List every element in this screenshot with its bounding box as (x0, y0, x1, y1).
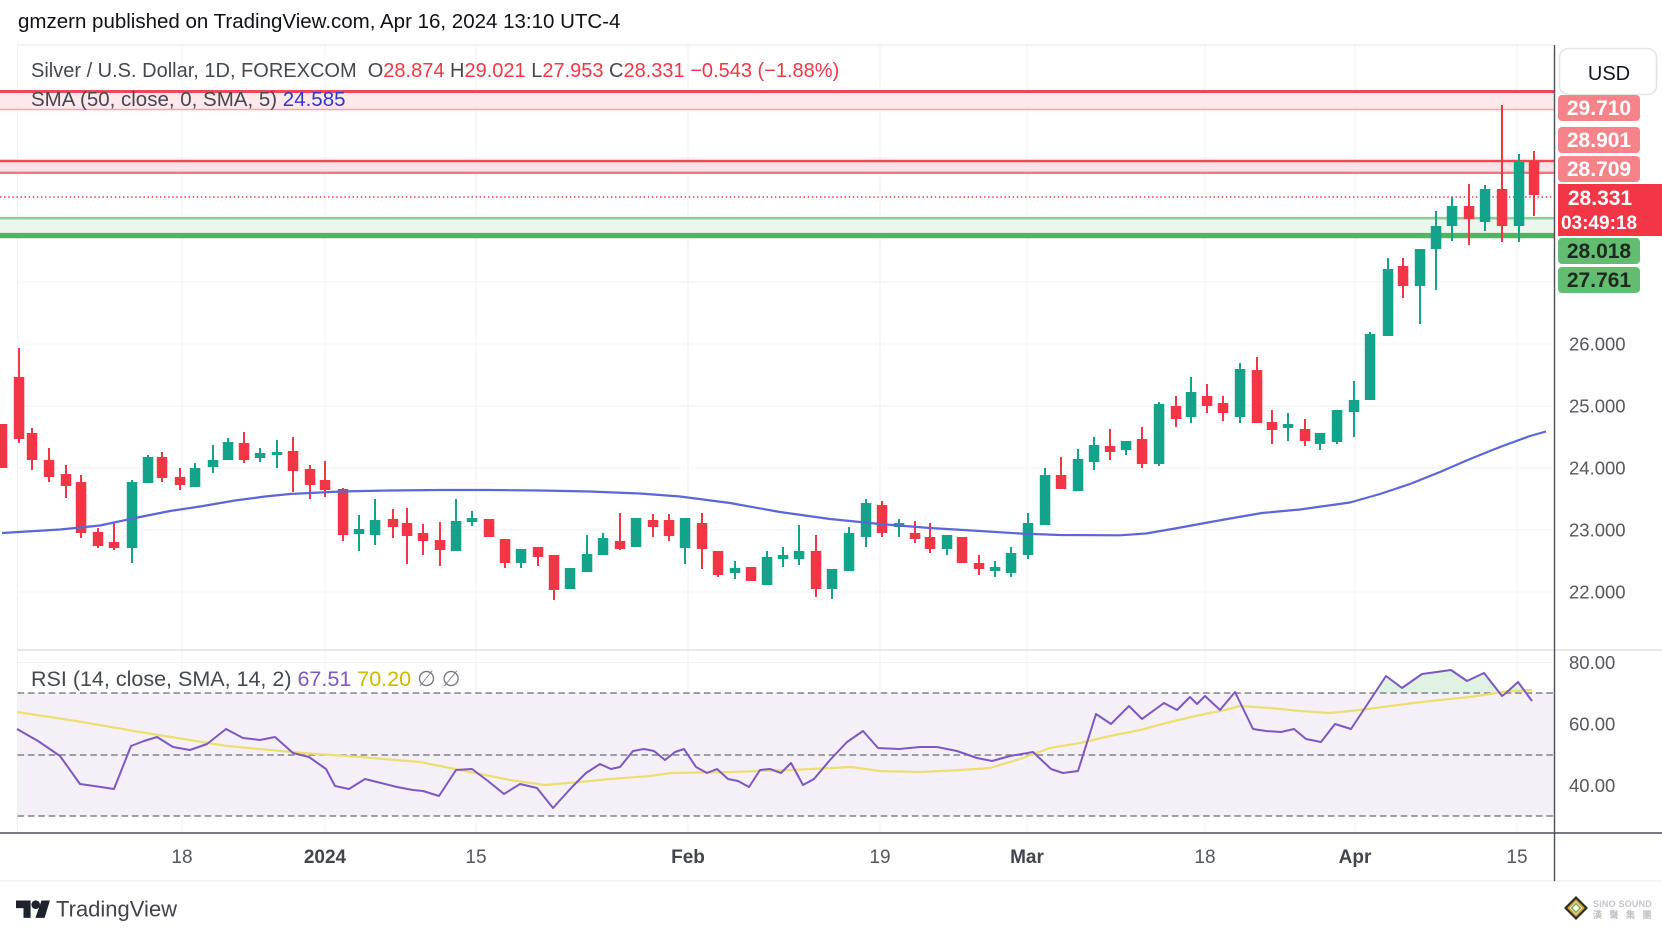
svg-text:Apr: Apr (1339, 847, 1372, 868)
svg-text:27.761: 27.761 (1567, 269, 1632, 292)
svg-text:18: 18 (171, 847, 192, 868)
svg-text:SiNO SOUND: SiNO SOUND (1593, 899, 1652, 909)
svg-text:TradingView: TradingView (56, 897, 177, 922)
svg-text:03:49:18: 03:49:18 (1561, 213, 1637, 234)
svg-text:15: 15 (465, 847, 486, 868)
svg-text:28.331: 28.331 (1568, 187, 1633, 210)
svg-text:SMA (50, close, 0, SMA, 5) 24.: SMA (50, close, 0, SMA, 5) 24.585 (31, 88, 346, 111)
svg-text:15: 15 (1506, 847, 1527, 868)
svg-text:40.00: 40.00 (1569, 775, 1615, 796)
svg-text:RSI (14, close, SMA, 14, 2) 67: RSI (14, close, SMA, 14, 2) 67.51 70.20 … (31, 667, 461, 691)
svg-text:24.000: 24.000 (1569, 458, 1626, 479)
svg-text:Silver / U.S. Dollar, 1D, FORE: Silver / U.S. Dollar, 1D, FOREXCOM O28.8… (31, 60, 839, 82)
svg-text:19: 19 (869, 847, 890, 868)
svg-text:28.901: 28.901 (1567, 129, 1632, 152)
svg-text:60.00: 60.00 (1569, 714, 1615, 735)
svg-text:Feb: Feb (671, 847, 705, 868)
svg-text:22.000: 22.000 (1569, 582, 1626, 603)
svg-text:25.000: 25.000 (1569, 396, 1626, 417)
svg-text:26.000: 26.000 (1569, 334, 1626, 355)
svg-text:USD: USD (1588, 63, 1630, 85)
svg-text:Mar: Mar (1010, 847, 1044, 868)
svg-text:2024: 2024 (304, 847, 347, 868)
svg-text:28.018: 28.018 (1567, 240, 1632, 263)
svg-text:23.000: 23.000 (1569, 520, 1626, 541)
svg-text:gmzern published on TradingVie: gmzern published on TradingView.com, Apr… (18, 10, 620, 33)
svg-text:漢聲集團: 漢聲集團 (1593, 909, 1659, 920)
svg-text:80.00: 80.00 (1569, 652, 1615, 673)
svg-text:29.710: 29.710 (1567, 97, 1631, 120)
svg-text:18: 18 (1194, 847, 1215, 868)
svg-text:28.709: 28.709 (1567, 158, 1631, 181)
